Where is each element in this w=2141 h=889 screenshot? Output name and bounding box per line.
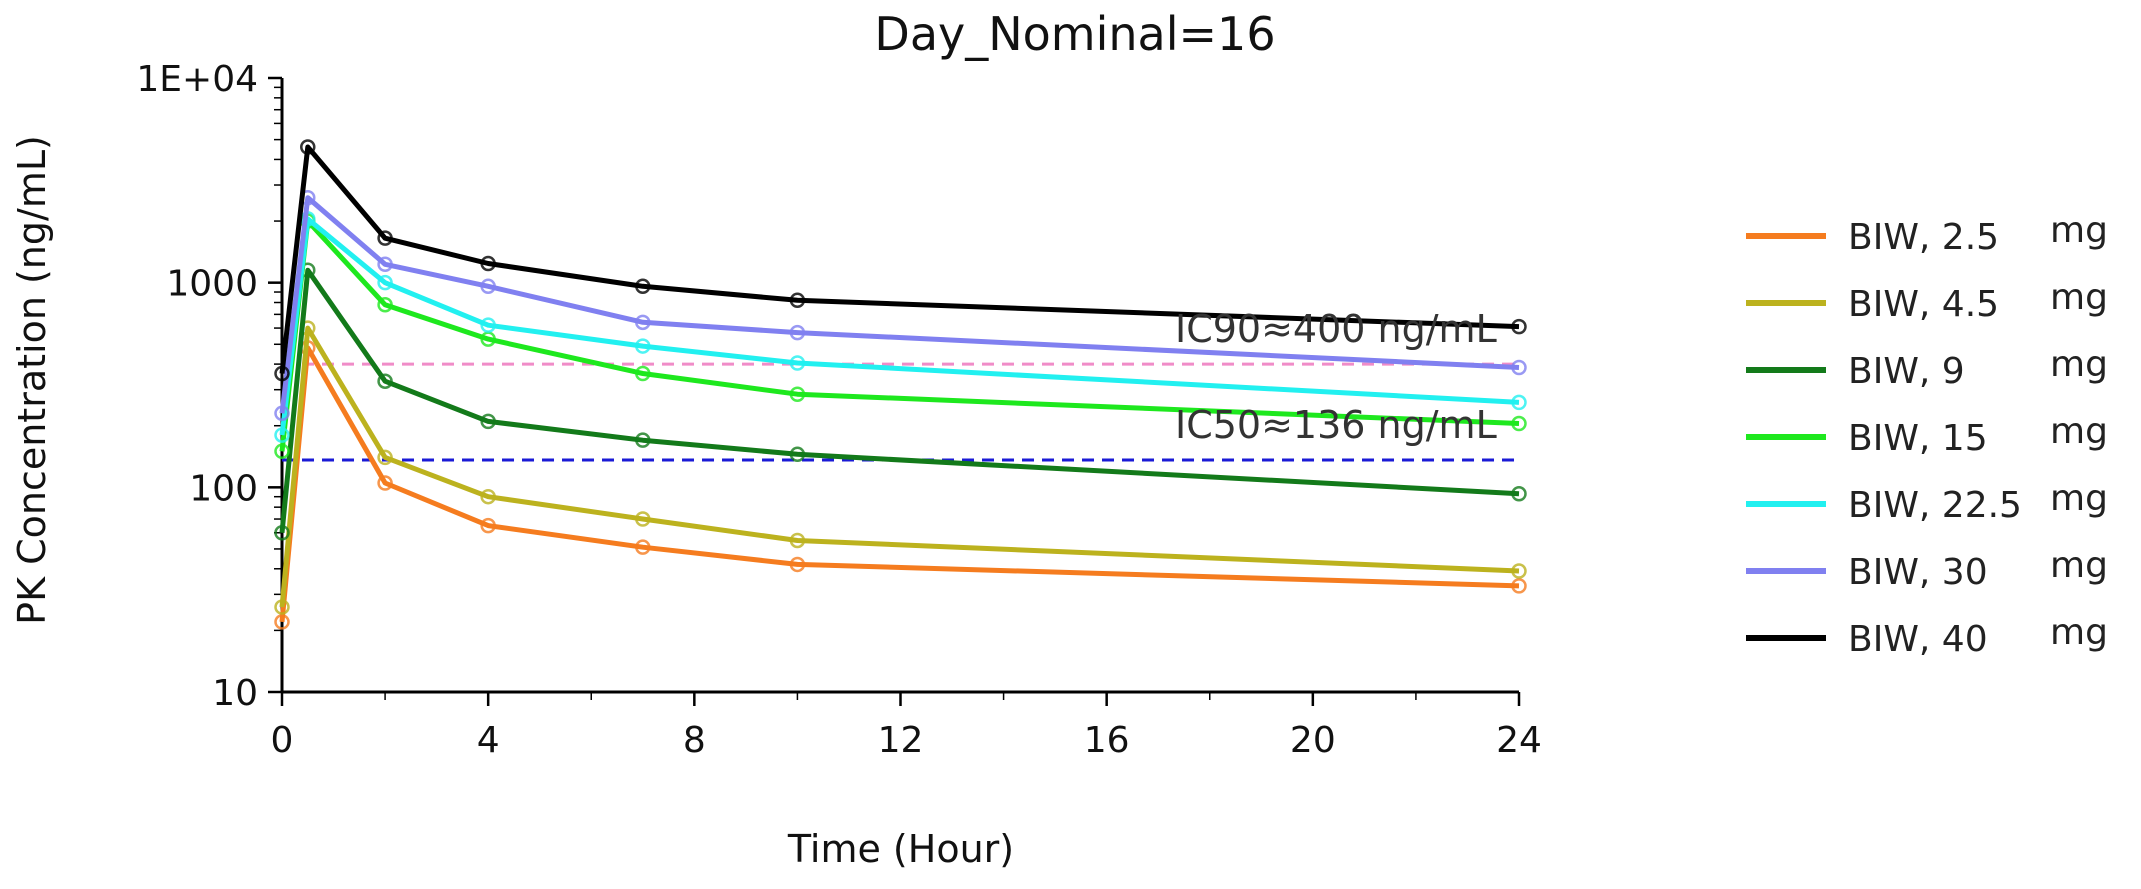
data-point: [789, 324, 806, 341]
data-point: [789, 292, 806, 309]
data-point: [274, 443, 290, 460]
data-point: [377, 274, 393, 291]
data-point: [377, 256, 393, 273]
x-tick-label: 0: [271, 720, 294, 761]
legend-label: BIW, 40: [1848, 619, 1988, 660]
data-point: [377, 449, 393, 466]
series-line: [279, 216, 1520, 436]
legend-label: BIW, 2.5: [1848, 217, 1999, 258]
data-point: [1511, 415, 1527, 432]
data-point: [789, 532, 806, 549]
series-line: [279, 144, 1520, 374]
x-tick-label: 24: [1496, 720, 1542, 761]
y-tick-label: 10: [212, 673, 258, 714]
x-tick-label: 4: [477, 720, 500, 761]
legend-unit: mg: [2050, 411, 2108, 452]
data-point: [789, 446, 806, 463]
y-axis-title: PK Concentration (ng/mL): [10, 135, 54, 625]
data-point: [274, 365, 290, 382]
data-point: [635, 338, 651, 354]
data-point: [1511, 394, 1527, 411]
data-point: [274, 614, 290, 630]
data-point: [1511, 486, 1527, 502]
legend-label: BIW, 4.5: [1848, 284, 1999, 325]
data-point: [1511, 578, 1527, 594]
data-point: [377, 373, 393, 389]
chart-title: Day_Nominal=16: [874, 7, 1275, 61]
data-point: [789, 556, 806, 573]
reference-label-ic50: IC50≈136 ng/mL: [1175, 403, 1497, 447]
y-tick-label: 100: [189, 468, 258, 509]
data-point: [480, 317, 496, 333]
x-axis-title: Time (Hour): [787, 827, 1014, 871]
series-line: [279, 267, 1520, 533]
x-tick-label: 20: [1290, 720, 1336, 761]
data-point: [480, 517, 496, 534]
data-point: [635, 365, 651, 382]
legend-label: BIW, 15: [1848, 418, 1988, 459]
data-point: [635, 314, 651, 331]
series-line: [279, 195, 1520, 414]
data-point: [480, 488, 496, 505]
data-point: [635, 511, 651, 527]
legend-unit: mg: [2050, 478, 2108, 519]
data-point: [274, 405, 290, 422]
data-point: [635, 432, 651, 448]
legend-unit: mg: [2050, 210, 2108, 251]
data-point: [377, 475, 393, 491]
data-point: [1511, 359, 1527, 376]
data-point: [1511, 318, 1527, 335]
data-point: [274, 599, 290, 615]
data-point: [1511, 563, 1527, 579]
data-point: [274, 427, 290, 443]
legend-unit: mg: [2050, 344, 2108, 385]
legend-unit: mg: [2050, 545, 2108, 586]
data-point: [480, 413, 496, 430]
y-tick-label: 1E+04: [136, 59, 258, 100]
data-point: [300, 139, 316, 155]
legend-label: BIW, 22.5: [1848, 485, 2022, 526]
data-point: [377, 297, 393, 313]
data-point: [480, 255, 496, 272]
x-tick-label: 8: [683, 720, 706, 761]
data-point: [635, 278, 651, 295]
legend-label: BIW, 9: [1848, 351, 1965, 392]
x-tick-label: 12: [878, 720, 924, 761]
legend-unit: mg: [2050, 612, 2108, 653]
data-point: [480, 278, 496, 295]
series-line: [279, 325, 1520, 608]
data-point: [789, 386, 806, 402]
y-tick-label: 1000: [166, 264, 258, 305]
reference-label-ic90: IC90≈400 ng/mL: [1175, 307, 1497, 351]
x-tick-label: 16: [1084, 720, 1130, 761]
data-point: [274, 524, 290, 541]
data-point: [789, 355, 806, 371]
legend: BIW, 2.5 mg BIW, 4.5 mg BIW, 9 mg BIW, 15 mg BIW…: [1746, 210, 2108, 660]
data-point: [635, 539, 651, 555]
data-point: [377, 230, 393, 246]
legend-label: BIW, 30: [1848, 552, 1988, 593]
legend-unit: mg: [2050, 277, 2108, 318]
